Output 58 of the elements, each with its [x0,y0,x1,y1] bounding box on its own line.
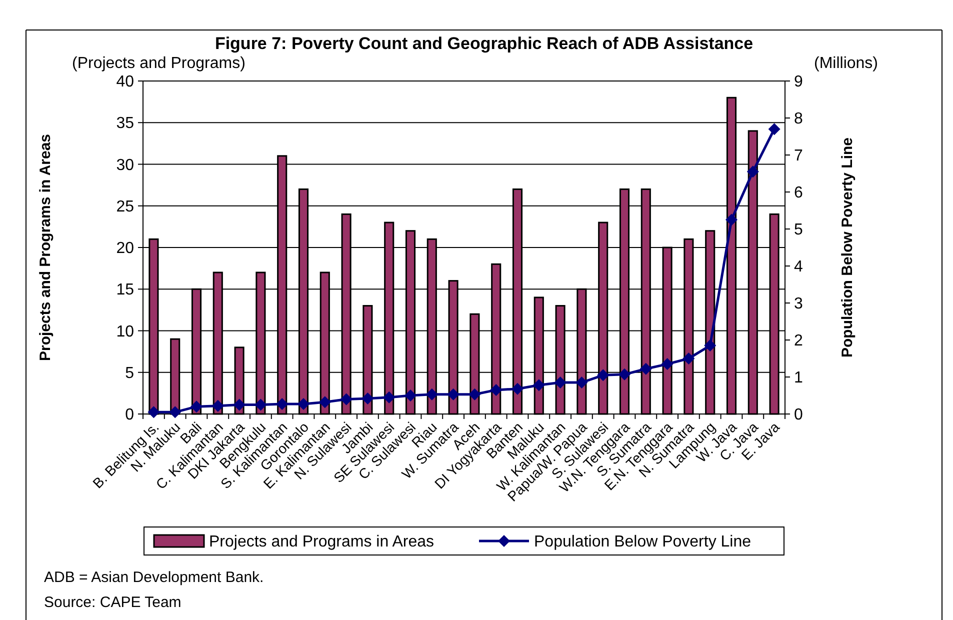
point [447,388,460,400]
point [726,214,738,226]
y2-tick-label: 0 [794,406,803,424]
point [276,398,288,410]
point [768,123,780,136]
point [212,400,224,412]
y2-tick-label: 5 [794,222,803,239]
point [148,406,160,418]
source-note: Source: CAPE Team [44,594,182,611]
point [190,400,202,413]
y2-tick-label: 9 [794,74,803,91]
point [532,379,545,392]
point [404,390,416,402]
point [490,384,502,396]
point [169,406,182,418]
point [468,388,481,400]
text: (Millions) [814,55,878,72]
y2-tick-label: 3 [794,296,803,313]
y-tick-label: 20 [116,240,134,258]
point [746,166,759,178]
y2-tick-label: 2 [794,332,803,350]
point [661,358,674,370]
y2-tick-label: 6 [794,184,803,202]
y2-axis-title: Population Below Poverty Line [839,137,856,358]
point [426,388,438,400]
point [318,396,331,408]
chart-title: Figure 7: Poverty Count and Geographic Reach of ADB Assistance [214,34,754,53]
y2-tick-label: 8 [794,110,803,128]
y-tick-label: 5 [125,364,134,382]
legend-label: Projects and Programs in Areas [209,534,434,551]
point [554,376,566,389]
y-tick-label: 15 [116,282,134,299]
point [383,391,396,404]
point [233,398,246,411]
y-tick-label: 0 [125,406,134,424]
y2-tick-label: 1 [794,370,803,387]
y-axis-title: Projects and Programs in Areas [37,134,54,362]
point [682,352,695,364]
y-tick-label: 30 [116,156,134,174]
point [340,393,352,406]
y2-tick-label: 7 [794,148,803,165]
point [298,398,310,410]
point [618,368,630,380]
point [640,362,652,375]
text: (Projects and Programs) [72,55,246,72]
point [597,369,610,382]
y-tick-label: 10 [116,323,134,340]
legend-label: Population Below Poverty Line [534,534,752,551]
point [362,392,374,404]
text: ADB = Asian Development Bank. [44,569,264,586]
y-tick-label: 25 [116,198,134,216]
point [254,398,267,411]
point [512,382,524,395]
y-tick-label: 35 [116,115,134,132]
y2-tick-label: 4 [794,258,803,276]
point [576,376,588,389]
y-tick-label: 40 [116,74,134,91]
point [704,340,716,352]
